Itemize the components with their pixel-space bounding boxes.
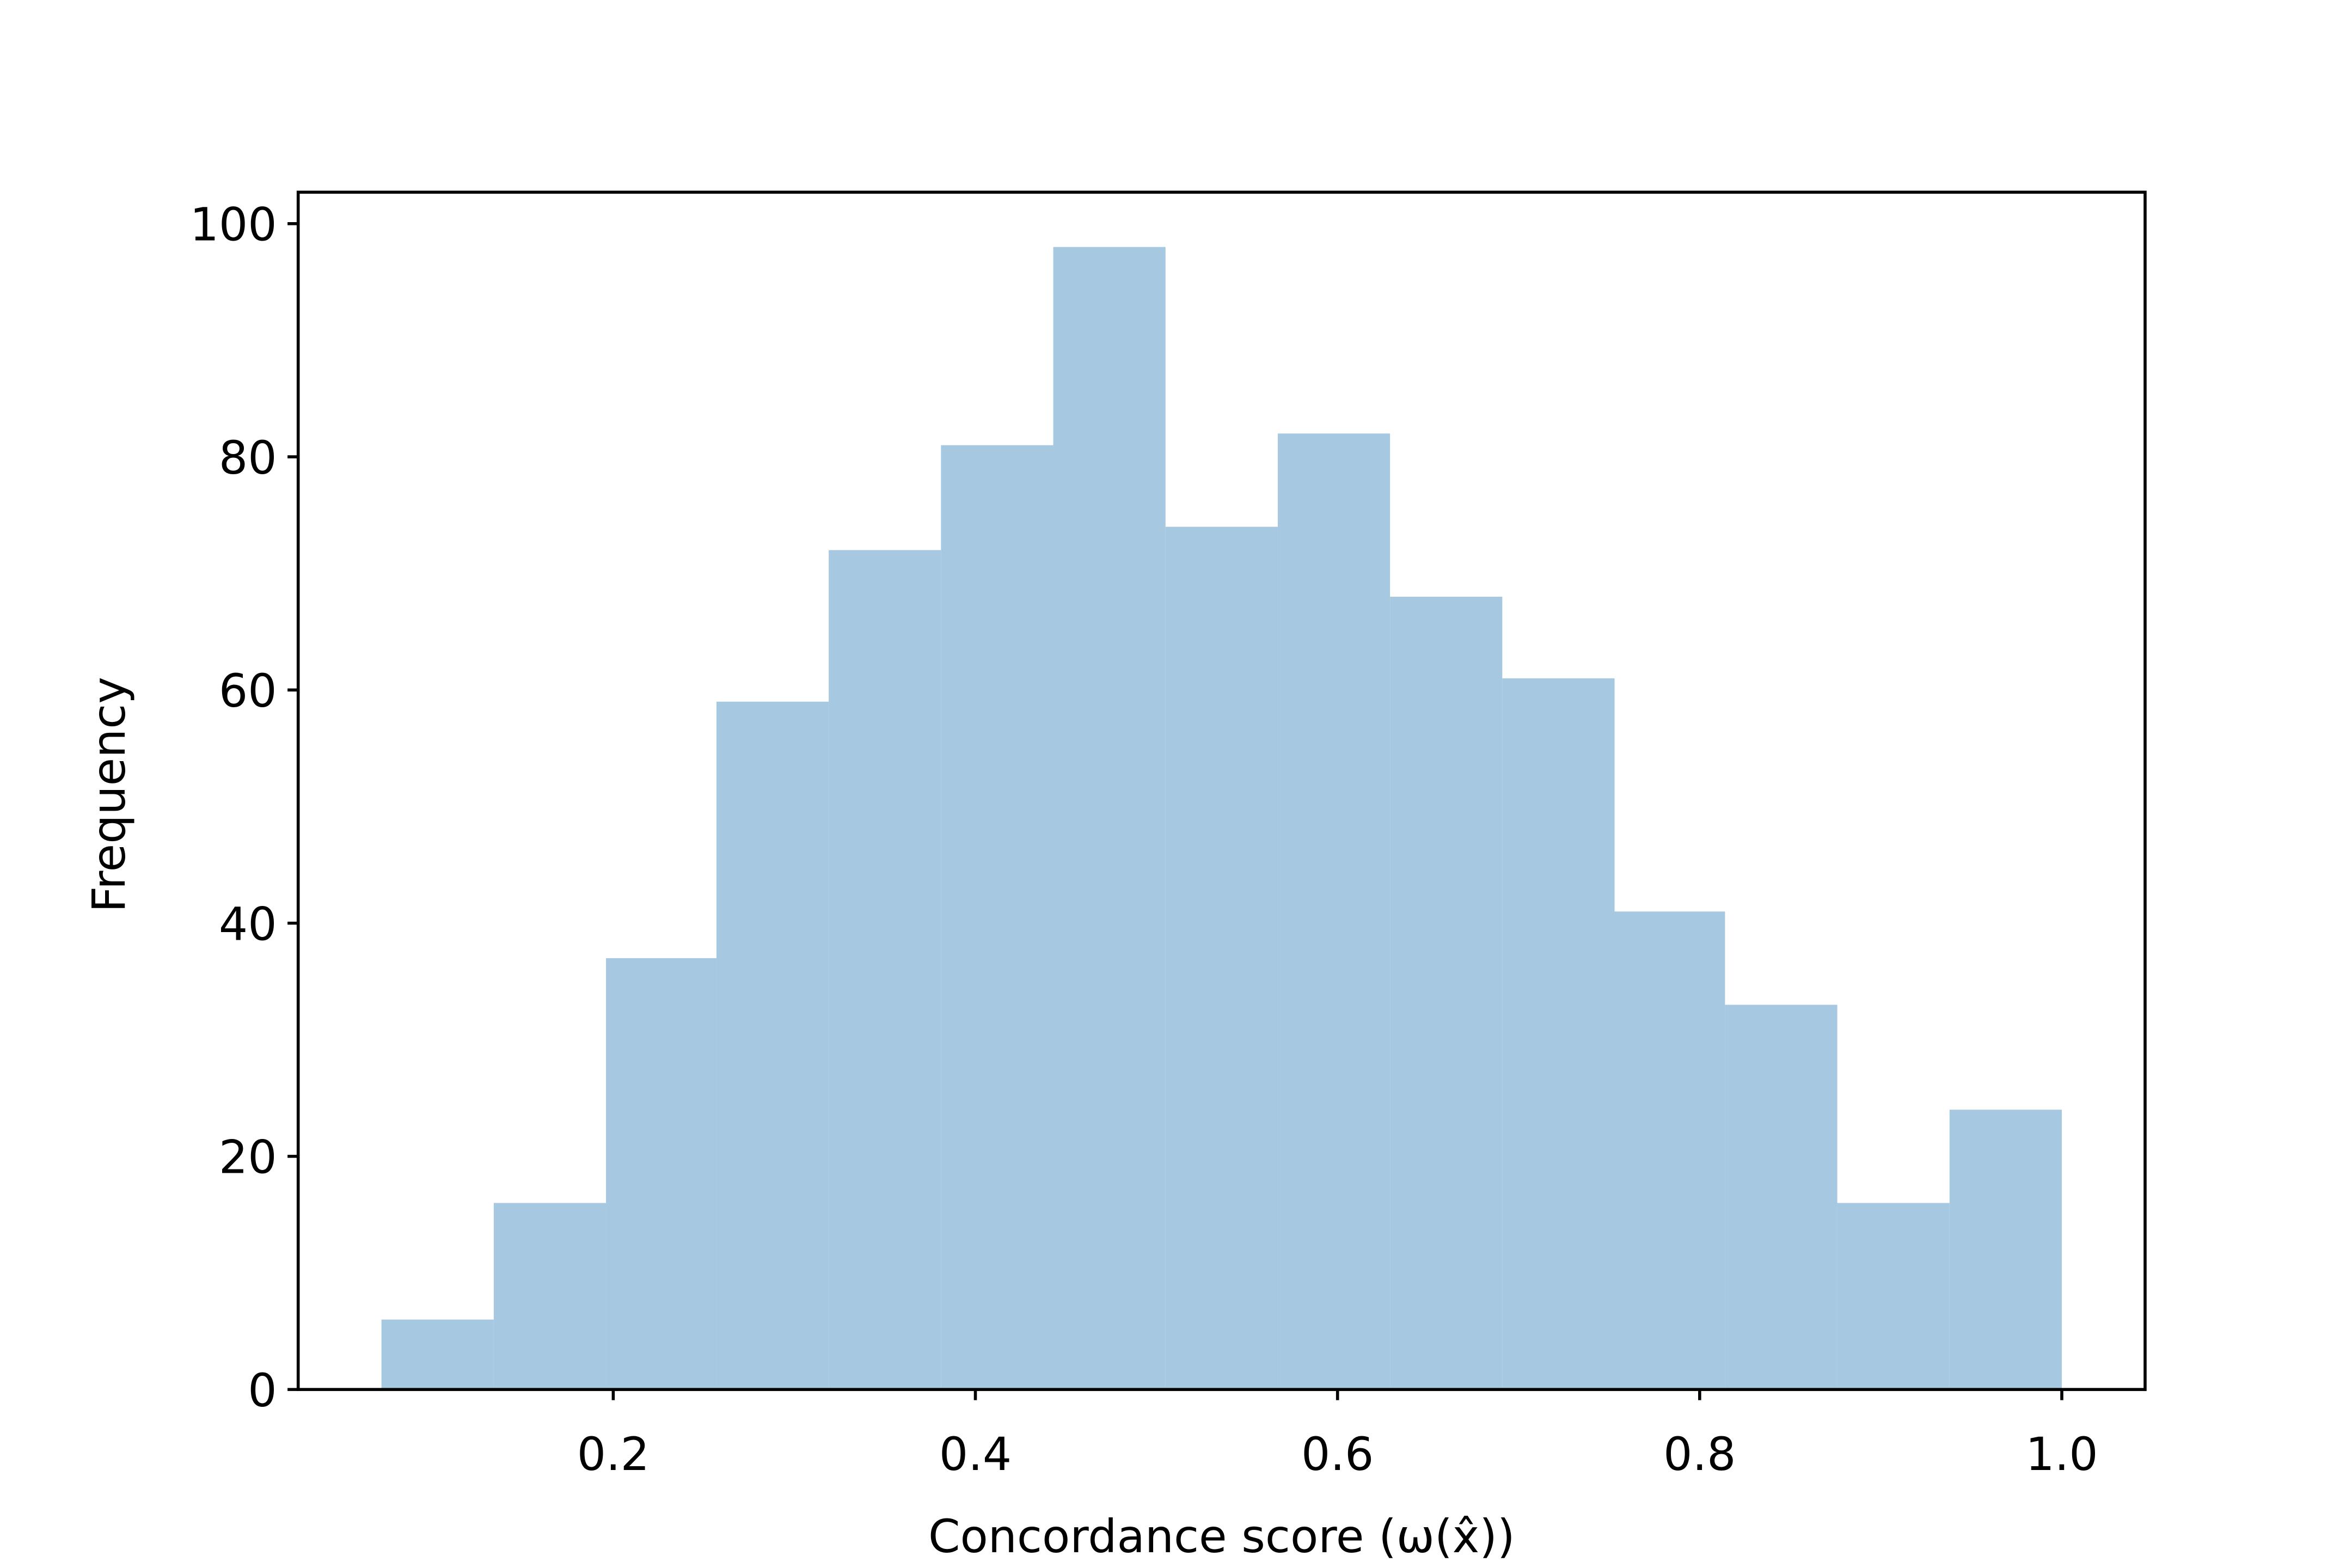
bar <box>1837 1203 1950 1390</box>
bar <box>941 445 1054 1390</box>
x-tick-label: 0.2 <box>577 1428 650 1481</box>
bar <box>1277 433 1391 1390</box>
bar <box>1165 526 1278 1390</box>
bar <box>1949 1110 2062 1390</box>
x-tick-label: 0.4 <box>939 1428 1012 1481</box>
y-tick-label: 20 <box>219 1131 277 1184</box>
y-tick-label: 60 <box>219 664 277 718</box>
bar <box>606 958 716 1390</box>
y-tick-label: 100 <box>190 198 277 252</box>
x-tick-label: 1.0 <box>2025 1428 2098 1481</box>
bar <box>493 1203 607 1390</box>
axes-frame <box>296 191 2147 1391</box>
bar <box>716 701 829 1390</box>
plot <box>381 247 2062 1390</box>
bar <box>1502 678 1615 1390</box>
bar <box>829 550 941 1390</box>
bar <box>1053 247 1166 1390</box>
x-tick-label: 0.6 <box>1301 1428 1374 1481</box>
y-tick-label: 40 <box>219 897 277 951</box>
y-tick-label: 80 <box>219 431 277 485</box>
y-tick-label: 0 <box>248 1364 277 1417</box>
bar <box>1725 1004 1837 1390</box>
x-axis-label: Concordance score (ω(x̂)) <box>928 1510 1515 1563</box>
bar <box>1614 911 1725 1390</box>
y-axis-label: Frequency <box>82 677 136 912</box>
x-tick-label: 0.8 <box>1663 1428 1736 1481</box>
bar <box>1390 597 1503 1390</box>
bar <box>381 1319 494 1390</box>
